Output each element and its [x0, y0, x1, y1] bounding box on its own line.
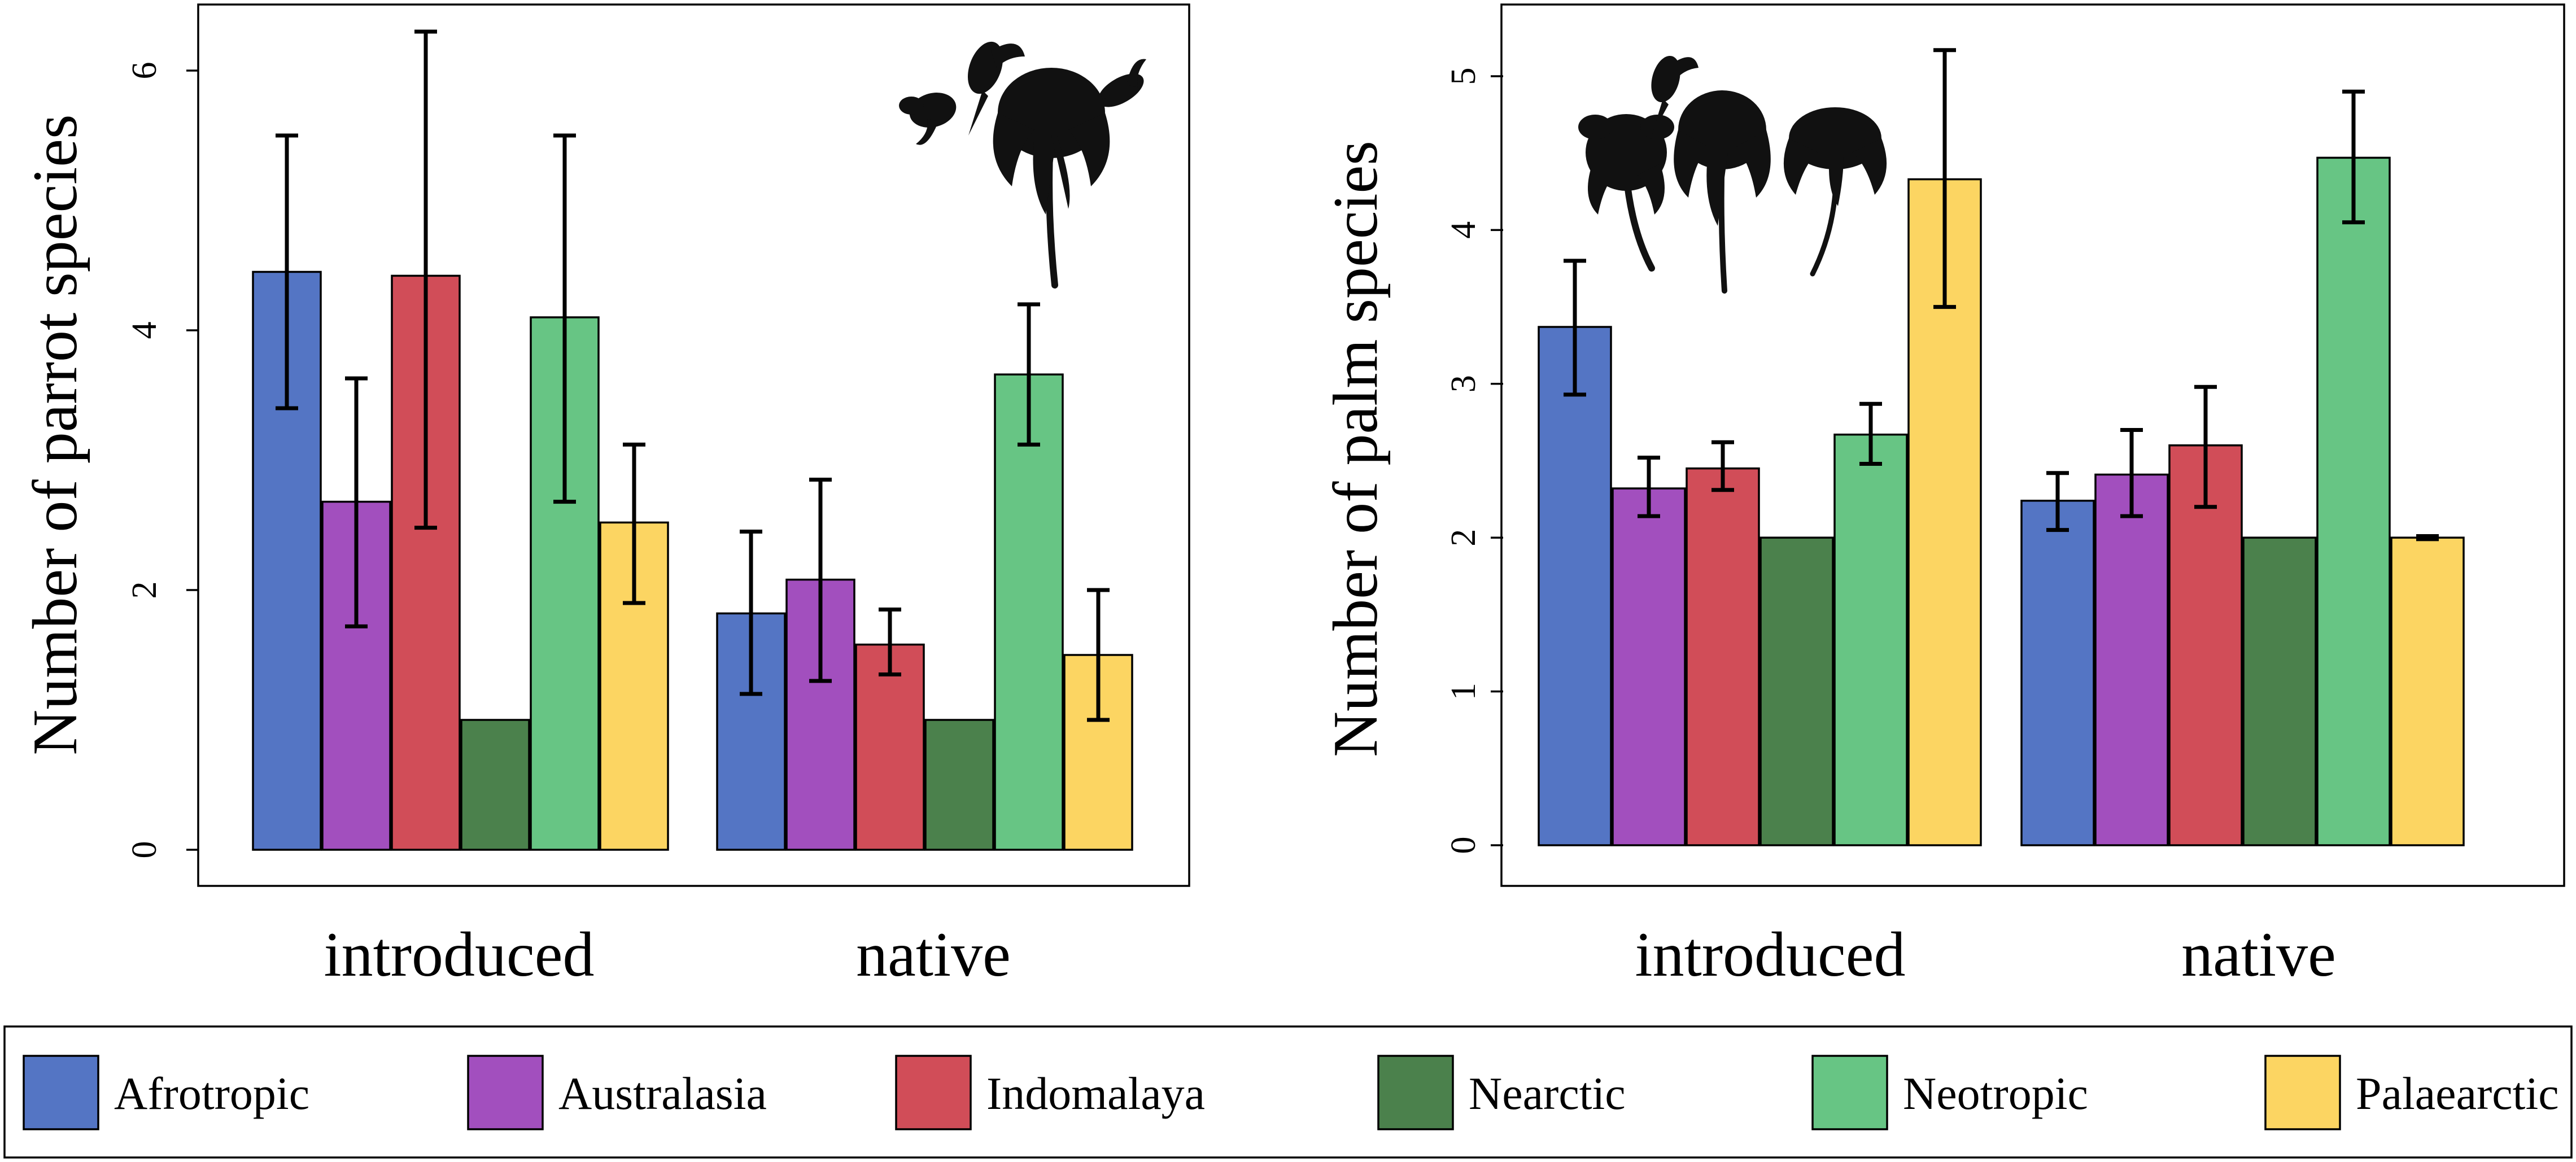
- palm-error-bar-native-indomalaya: [2194, 385, 2217, 509]
- palm-error-bar-native-afrotropic: [2046, 471, 2069, 532]
- palm-error-bar-native-neotropic: [2342, 89, 2365, 225]
- palm-category-label-introduced: introduced: [1635, 920, 1906, 990]
- parrot-bars: [252, 270, 1133, 851]
- parrot-y-ticks: 0 2 4 6: [125, 62, 199, 859]
- legend-label-australasia: Australasia: [558, 1068, 767, 1119]
- parrot-error-bar-native-indomalaya: [879, 608, 901, 676]
- palm-error-bar-introduced-neotropic: [1859, 401, 1882, 466]
- parrot-error-bar-native-australasia: [809, 478, 832, 683]
- legend-label-afrotropic: Afrotropic: [114, 1068, 309, 1119]
- parrot-chart: Number of parrot species 0 2 4 6 introduced…: [20, 3, 1190, 990]
- palm-error-bar-native-palaearctic: [2416, 534, 2439, 541]
- palms-and-parrot-icon: [1578, 55, 1887, 294]
- palm-y-tick-label: 5: [1444, 68, 1483, 85]
- palm-silhouette-icon: [1674, 90, 1771, 294]
- legend-label-neotropic: Neotropic: [1903, 1068, 2088, 1119]
- palm-error-bars: [1564, 48, 2439, 541]
- parrot-error-bar-native-palaearctic: [1087, 588, 1110, 722]
- legend: Afrotropic Australasia Indomalaya Nearctic N…: [3, 1025, 2573, 1159]
- parrot-error-bar-introduced-indomalaya: [414, 29, 437, 530]
- legend-frame: [3, 1025, 2573, 1159]
- parrot-silhouette-icon: [899, 93, 957, 145]
- palm-error-bar-introduced-australasia: [1638, 456, 1660, 518]
- parrots-and-palm-icon: [899, 41, 1146, 289]
- palm-error-bar-introduced-indomalaya: [1711, 440, 1734, 492]
- parrot-error-bar-introduced-afrotropic: [276, 133, 298, 410]
- legend-label-nearctic: Nearctic: [1469, 1068, 1626, 1119]
- parrot-category-label-introduced: introduced: [324, 920, 595, 990]
- palm-bar-introduced-neotropic: [1833, 433, 1908, 846]
- legend-swatch-neotropic: [1811, 1055, 1888, 1130]
- palm-y-tick-label: 4: [1444, 221, 1483, 239]
- parrot-bar-introduced-nearctic: [460, 719, 530, 851]
- parrot-bar-native-neotropic: [994, 373, 1064, 851]
- parrot-y-tick-label: 0: [125, 841, 164, 859]
- palm-y-ticks: 0 1 2 3 4 5: [1444, 68, 1503, 854]
- parrot-y-axis-title: Number of parrot species: [20, 114, 90, 755]
- palm-y-tick-label: 0: [1444, 837, 1483, 854]
- parrot-error-bars: [276, 29, 1110, 722]
- palm-category-label-native: native: [2181, 920, 2336, 990]
- palm-plot-frame: [1500, 3, 2565, 887]
- parrot-error-bar-native-neotropic: [1018, 302, 1040, 447]
- parrot-category-label-native: native: [856, 920, 1011, 990]
- palm-y-tick-label: 2: [1444, 529, 1483, 547]
- legend-label-palaearctic: Palaearctic: [2356, 1068, 2559, 1119]
- palm-bar-introduced-nearctic: [1759, 536, 1834, 846]
- palm-y-tick-label: 3: [1444, 375, 1483, 392]
- palm-bar-native-afrotropic: [2020, 500, 2095, 846]
- legend-swatch-indomalaya: [895, 1055, 972, 1130]
- legend-swatch-palaearctic: [2264, 1055, 2341, 1130]
- palm-chart: Number of palm species 0 1 2 3 4 5 introduced…: [1321, 3, 2565, 990]
- parrot-y-tick-label: 2: [125, 582, 164, 599]
- palm-bar-native-nearctic: [2242, 536, 2317, 846]
- legend-swatch-nearctic: [1377, 1055, 1454, 1130]
- parrot-bar-native-indomalaya: [855, 643, 925, 851]
- palm-bars: [1538, 156, 2465, 846]
- palm-bar-native-neotropic: [2316, 156, 2391, 846]
- palm-y-tick-label: 1: [1444, 683, 1483, 700]
- legend-swatch-australasia: [467, 1055, 544, 1130]
- legend-swatch-afrotropic: [23, 1055, 99, 1130]
- parrot-y-tick-label: 4: [125, 322, 164, 339]
- palm-bar-native-australasia: [2094, 473, 2169, 846]
- palm-y-axis-title: Number of palm species: [1321, 141, 1391, 757]
- legend-label-indomalaya: Indomalaya: [986, 1068, 1205, 1119]
- palm-error-bar-introduced-afrotropic: [1564, 259, 1586, 397]
- palm-bar-introduced-indomalaya: [1686, 467, 1760, 846]
- parrot-error-bar-introduced-australasia: [345, 376, 368, 628]
- palm-silhouette-icon: [1783, 107, 1887, 277]
- parrot-error-bar-introduced-palaearctic: [623, 442, 645, 605]
- palm-silhouette-icon: [1578, 114, 1674, 272]
- parrot-silhouette-icon: [967, 41, 1025, 136]
- parrot-bar-native-nearctic: [924, 719, 994, 851]
- parrot-y-tick-label: 6: [125, 62, 164, 80]
- palm-bar-native-palaearctic: [2390, 536, 2465, 846]
- parrot-error-bar-native-afrotropic: [740, 530, 762, 696]
- palm-error-bar-introduced-palaearctic: [1933, 48, 1956, 309]
- parrot-error-bar-introduced-neotropic: [553, 133, 576, 504]
- parrot-silhouette-icon: [1651, 55, 1699, 136]
- parrot-plot-frame: [197, 3, 1190, 887]
- palm-bar-introduced-afrotropic: [1538, 326, 1612, 846]
- palm-bar-introduced-australasia: [1612, 487, 1686, 846]
- palm-error-bar-native-australasia: [2120, 428, 2143, 518]
- legend-items: Afrotropic Australasia Indomalaya Nearctic N…: [23, 1055, 2559, 1130]
- palm-silhouette-icon: [993, 68, 1110, 289]
